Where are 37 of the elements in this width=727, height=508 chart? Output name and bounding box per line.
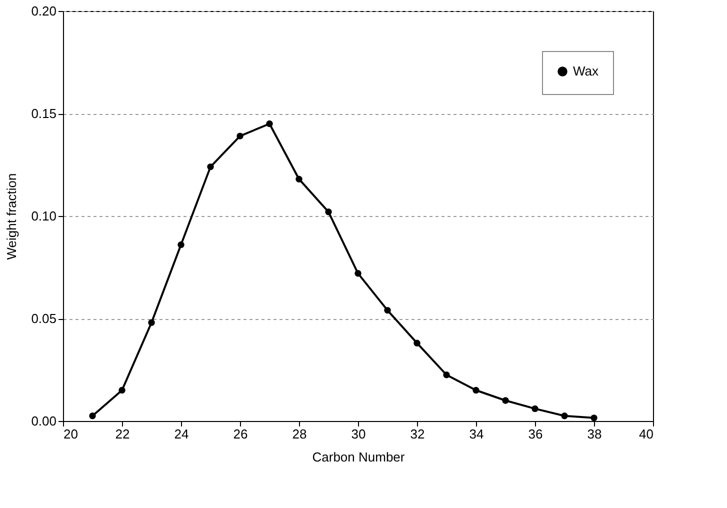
- y-tick-label: 0.05: [31, 311, 56, 326]
- point: [414, 340, 420, 346]
- x-tick-label: 28: [292, 426, 307, 442]
- point: [89, 412, 96, 420]
- point: [118, 386, 126, 394]
- point: [502, 397, 509, 404]
- point: [443, 372, 450, 378]
- point: [354, 270, 362, 277]
- x-tick-label: 40: [639, 426, 654, 442]
- point: [207, 163, 214, 170]
- point: [472, 386, 480, 394]
- point: [178, 241, 184, 248]
- y-tick-label: 0.00: [31, 414, 56, 428]
- x-tick-label: 38: [587, 426, 602, 442]
- point: [236, 132, 244, 140]
- x-tick-label: 20: [64, 426, 78, 442]
- point: [325, 208, 332, 216]
- y-tick-label: 0.15: [31, 106, 56, 121]
- x-tick-label: 36: [528, 426, 543, 442]
- x-tick-label: 26: [233, 426, 248, 442]
- point: [532, 405, 538, 412]
- y-tick-label: 0.20: [31, 4, 56, 18]
- point: [148, 319, 155, 326]
- y-axis-title: Weight fraction: [4, 173, 20, 260]
- point: [590, 414, 598, 422]
- x-tick-label: 34: [469, 426, 484, 442]
- x-tick-label: 24: [174, 426, 189, 442]
- x-axis-title: Carbon Number: [312, 450, 406, 464]
- x-tick-label: 22: [115, 426, 130, 442]
- y-tick-label: 0.10: [31, 208, 56, 224]
- point: [561, 412, 568, 420]
- point: [384, 306, 391, 314]
- point: [266, 120, 273, 128]
- x-tick-label: 30: [351, 426, 366, 442]
- point: [296, 176, 302, 182]
- x-tick-label: 32: [410, 426, 425, 442]
- legend-label: Wax: [573, 64, 600, 78]
